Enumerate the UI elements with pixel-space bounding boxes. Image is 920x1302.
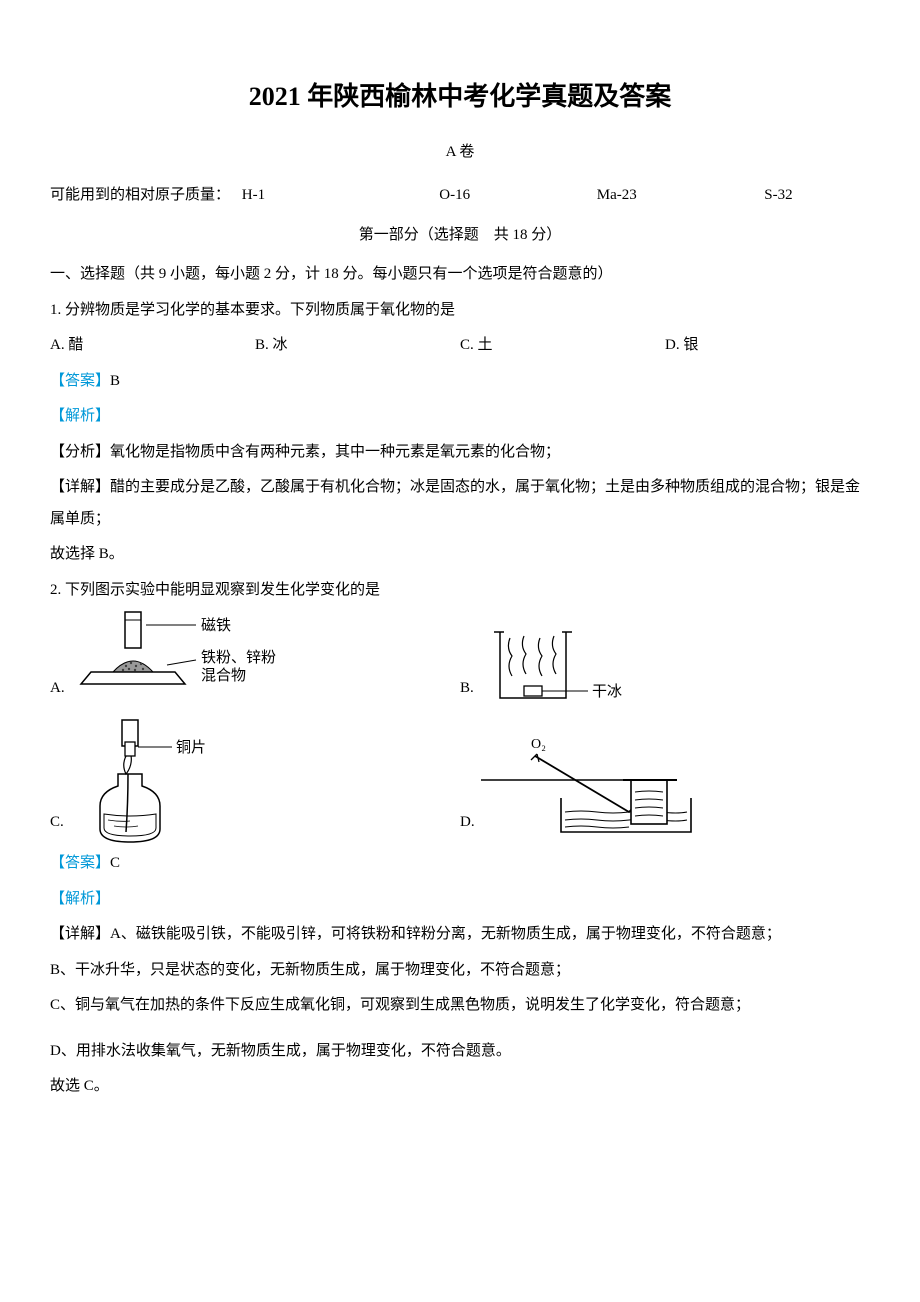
q1-answer: 【答案】B — [50, 366, 870, 398]
q2-figure-a: A. 磁铁 铁粉、锌粉 混合物 — [50, 610, 460, 710]
q2-analysis-label: 【解析】 — [50, 884, 870, 916]
figA-text2: 铁粉、锌粉 — [201, 649, 276, 666]
page-title: 2021 年陕西榆林中考化学真题及答案 — [50, 70, 870, 125]
paper-subtitle: A 卷 — [50, 137, 870, 169]
q2-figure-b: B. 干冰 — [460, 610, 870, 710]
dry-ice-icon: 干冰 — [480, 620, 660, 710]
atomic-mass-s: S-32 — [764, 180, 834, 212]
figD-text1: O₂ — [531, 737, 546, 752]
figB-text1: 干冰 — [592, 683, 622, 700]
section-header: 第一部分（选择题 共 18 分） — [50, 220, 870, 252]
atomic-mass-o: O-16 — [439, 180, 509, 212]
q1-option-c: C. 土 — [460, 330, 665, 362]
q1-option-b: B. 冰 — [255, 330, 460, 362]
atomic-mass-line: 可能用到的相对原子质量： H-1 O-16 Ma-23 S-32 — [50, 180, 870, 212]
q2-answer-label: 【答案】 — [50, 855, 110, 871]
q2-figC-label: C. — [50, 807, 64, 845]
figA-text1: 磁铁 — [201, 617, 231, 634]
copper-heating-icon: 铜片 — [70, 714, 270, 844]
magnet-experiment-icon: 磁铁 铁粉、锌粉 混合物 — [71, 610, 291, 710]
q1-analysis-1: 【分析】氧化物是指物质中含有两种元素，其中一种元素是氧元素的化合物； — [50, 437, 870, 469]
figC-text1: 铜片 — [176, 739, 206, 756]
q2-figD-label: D. — [460, 807, 475, 845]
q2-analysis-5: 故选 C。 — [50, 1071, 870, 1103]
q1-option-d: D. 银 — [665, 330, 870, 362]
q2-analysis-1: 【详解】A、磁铁能吸引铁，不能吸引锌，可将铁粉和锌粉分离，无新物质生成，属于物理… — [50, 919, 870, 951]
q1-answer-letter: B — [110, 373, 120, 389]
q2-figure-c: C. 铜片 — [50, 714, 460, 844]
section-instruction: 一、选择题（共 9 小题，每小题 2 分，计 18 分。每小题只有一个选项是符合… — [50, 259, 870, 291]
q2-analysis-4: D、用排水法收集氧气，无新物质生成，属于物理变化，不符合题意。 — [50, 1036, 870, 1068]
atomic-mass-h: H-1 — [242, 180, 312, 212]
q2-figure-row-1: A. 磁铁 铁粉、锌粉 混合物 B. — [50, 610, 870, 710]
gas-collection-icon: O₂ — [481, 734, 701, 844]
q2-figB-label: B. — [460, 673, 474, 711]
atomic-mass-prefix: 可能用到的相对原子质量： — [50, 180, 230, 212]
q2-figure-d: D. O₂ — [460, 714, 870, 844]
q2-stem: 2. 下列图示实验中能明显观察到发生化学变化的是 — [50, 575, 870, 607]
q2-analysis-3: C、铜与氧气在加热的条件下反应生成氧化铜，可观察到生成黑色物质，说明发生了化学变… — [50, 990, 870, 1022]
figA-text3: 混合物 — [201, 667, 246, 684]
q2-figure-row-2: C. 铜片 D. O₂ — [50, 714, 870, 844]
q1-answer-label: 【答案】 — [50, 373, 110, 389]
q2-answer-letter: C — [110, 855, 120, 871]
q1-analysis-2: 【详解】醋的主要成分是乙酸，乙酸属于有机化合物；冰是固态的水，属于氧化物；土是由… — [50, 472, 870, 535]
q1-analysis-3: 故选择 B。 — [50, 539, 870, 571]
q1-stem: 1. 分辨物质是学习化学的基本要求。下列物质属于氧化物的是 — [50, 295, 870, 327]
q1-options: A. 醋 B. 冰 C. 土 D. 银 — [50, 330, 870, 362]
atomic-mass-na: Ma-23 — [597, 180, 677, 212]
q2-figA-label: A. — [50, 673, 65, 711]
q1-analysis-label: 【解析】 — [50, 401, 870, 433]
q2-analysis-2: B、干冰升华，只是状态的变化，无新物质生成，属于物理变化，不符合题意； — [50, 955, 870, 987]
q1-option-a: A. 醋 — [50, 330, 255, 362]
q2-answer: 【答案】C — [50, 848, 870, 880]
